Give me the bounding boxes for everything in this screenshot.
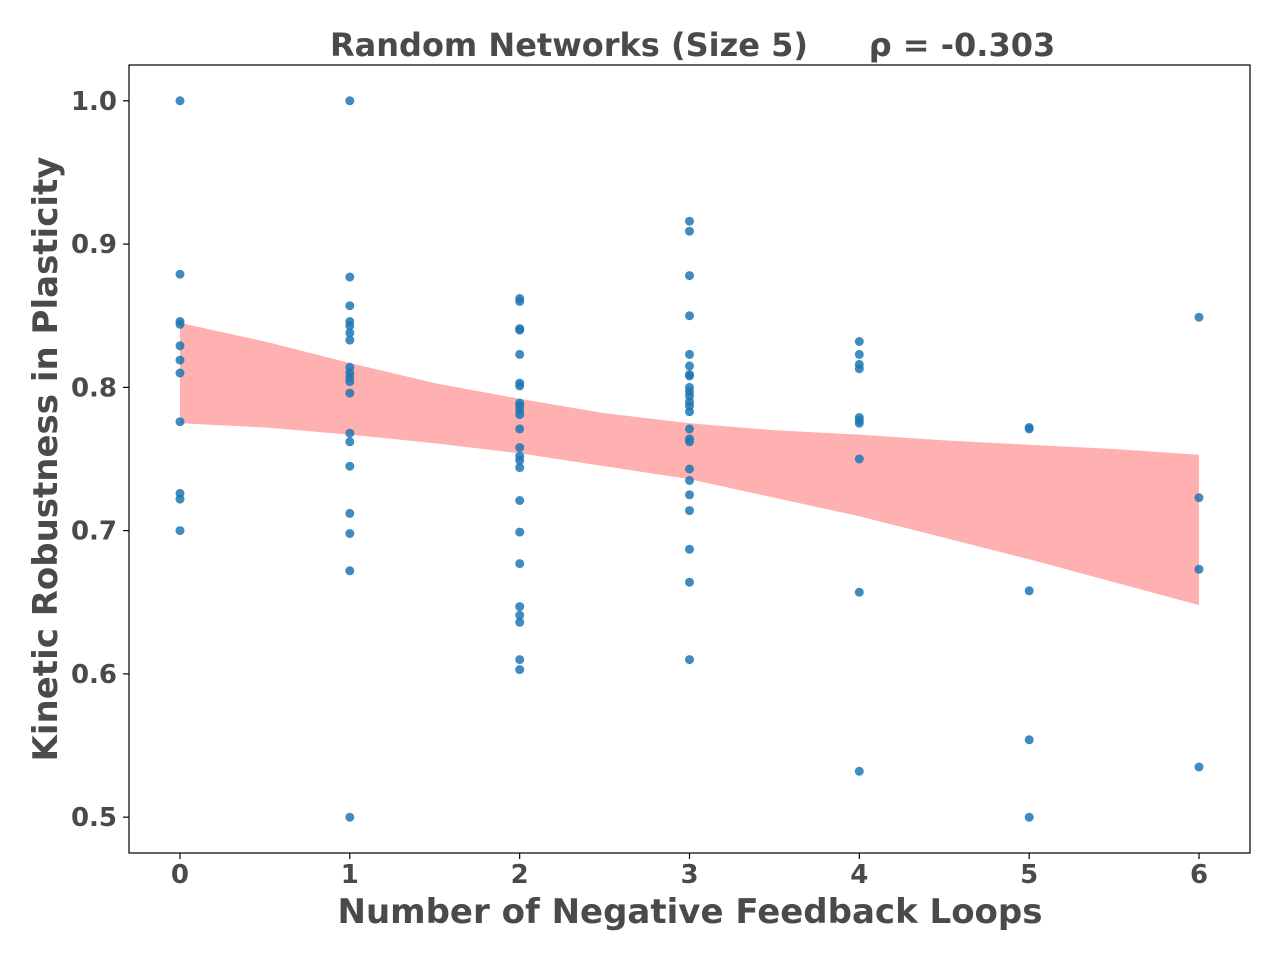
data-point: [345, 377, 355, 387]
data-point: [685, 655, 694, 665]
data-point: [854, 766, 864, 776]
data-point: [685, 407, 694, 417]
data-point: [685, 577, 694, 587]
data-point: [515, 349, 525, 359]
data-point: [854, 587, 864, 597]
data-point: [345, 508, 355, 518]
data-point: [685, 226, 694, 236]
data-point: [685, 544, 694, 554]
data-point: [685, 271, 694, 281]
data-point: [345, 437, 355, 447]
data-point: [175, 319, 185, 329]
data-point: [345, 812, 355, 822]
data-point: [685, 361, 694, 371]
y-tick-label: 0.6: [71, 660, 117, 690]
data-point: [175, 368, 185, 378]
data-point: [345, 328, 355, 338]
data-point: [515, 296, 525, 306]
y-tick-label: 0.7: [71, 517, 117, 547]
data-point: [1024, 424, 1034, 434]
data-point: [345, 428, 355, 438]
data-point: [1194, 564, 1204, 574]
data-point: [854, 418, 864, 428]
data-point: [685, 424, 694, 434]
data-point: [854, 364, 864, 374]
data-point: [1024, 586, 1034, 596]
data-point: [515, 410, 525, 420]
plot-area: 0 1 2 3 4 5 6 0.5 0.6 0.7 0.8 0.9 1.0: [71, 64, 1251, 890]
data-point: [685, 506, 694, 516]
x-tick-label: 3: [680, 860, 698, 890]
data-point: [515, 455, 525, 465]
data-point: [515, 424, 525, 434]
data-point: [685, 311, 694, 321]
data-point: [685, 371, 694, 381]
data-point: [1024, 735, 1034, 745]
y-tick-label: 0.5: [71, 803, 117, 833]
confidence-band: [180, 322, 1199, 606]
data-point: [345, 335, 355, 345]
data-point: [1194, 312, 1204, 322]
data-point: [345, 529, 355, 538]
data-point: [175, 526, 185, 536]
data-point: [175, 269, 185, 279]
data-point: [515, 325, 525, 335]
data-point: [345, 96, 355, 106]
data-point: [854, 454, 864, 464]
y-tick-label: 0.8: [71, 373, 117, 403]
x-axis-label: Number of Negative Feedback Loops: [338, 892, 1043, 932]
data-point: [175, 494, 185, 504]
data-point: [685, 349, 694, 359]
data-point: [515, 617, 525, 627]
data-point: [345, 566, 355, 576]
data-point: [685, 476, 694, 485]
data-point: [515, 610, 525, 620]
data-point: [515, 559, 525, 569]
data-point: [515, 655, 525, 665]
data-point: [345, 388, 355, 398]
data-point: [175, 341, 185, 351]
x-tick-label: 2: [511, 860, 529, 890]
x-tick-label: 4: [850, 860, 868, 890]
data-point: [1024, 812, 1034, 822]
x-tick-label: 6: [1190, 860, 1208, 890]
x-tick-label: 5: [1020, 860, 1038, 890]
y-axis-label: Kinetic Robustness in Plasticity: [26, 157, 66, 762]
x-tick-label: 1: [341, 860, 359, 890]
data-point: [515, 665, 525, 675]
data-point: [345, 461, 355, 471]
y-tick-label: 1.0: [71, 87, 117, 117]
data-point: [685, 464, 694, 474]
data-point: [685, 216, 694, 226]
data-point: [175, 96, 185, 106]
chart-title: Random Networks (Size 5): [330, 26, 808, 64]
correlation-annotation: ρ = -0.303: [869, 26, 1056, 64]
y-tick-label: 0.9: [71, 230, 117, 260]
data-point: [1194, 493, 1204, 503]
data-point: [854, 337, 864, 346]
data-point: [1194, 762, 1204, 772]
data-point: [345, 321, 355, 331]
data-point: [345, 301, 355, 311]
data-point: [854, 349, 864, 359]
data-point: [685, 437, 694, 447]
data-point: [685, 490, 694, 500]
data-point: [515, 602, 525, 612]
x-tick-label: 0: [171, 860, 189, 890]
data-point: [515, 463, 525, 473]
data-point: [175, 355, 185, 365]
data-point: [515, 496, 525, 505]
data-point: [345, 272, 355, 282]
data-point: [175, 417, 185, 427]
data-point: [515, 381, 525, 391]
data-point: [515, 443, 525, 452]
data-point: [515, 527, 525, 537]
